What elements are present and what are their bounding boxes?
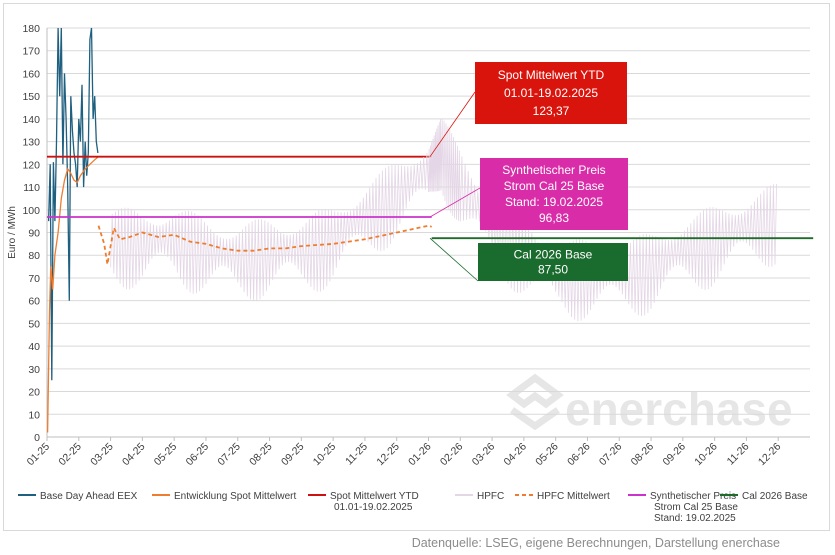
series-line-4 [97,224,432,265]
x-tick-label: 03-25 [88,441,116,469]
x-tick-label: 11-25 [343,441,370,468]
x-tick-label: 09-26 [660,441,688,469]
y-tick-label: 80 [28,250,40,262]
y-tick-label: 170 [22,46,40,58]
callout-box-spot [475,62,627,124]
callout-text: 87,50 [538,263,568,277]
y-tick-label: 50 [28,318,40,330]
x-tick-label: 10-25 [311,441,339,469]
y-tick-label: 40 [28,341,40,353]
callout-leader [429,237,479,282]
y-tick-label: 160 [22,68,40,80]
legend-label: HPFC [477,491,504,502]
watermark-text: enerchase [565,383,793,435]
y-tick-label: 140 [22,114,40,126]
x-tick-label: 09-25 [279,441,307,469]
callout-text: Synthetischer Preis [502,163,605,177]
y-tick-label: 90 [28,228,40,240]
y-tick-label: 10 [28,409,40,421]
legend-label: Cal 2026 Base [742,491,808,502]
series-line-1 [46,156,99,433]
y-tick-label: 150 [22,91,40,103]
x-tick-label: 02-26 [438,441,466,469]
x-tick-label: 12-25 [374,441,402,469]
callout-text: 123,37 [533,104,570,118]
callout-box-cal [478,243,628,281]
callout-text: Cal 2026 Base [514,248,593,262]
price-chart: enerchase 0 10 20 30 40 50 60 70 80 90 100 110 120 130… [7,23,814,524]
series-line-3 [110,118,777,322]
y-tick-label: 30 [28,364,40,376]
x-tick-label: 07-26 [597,441,625,469]
x-tick-label: 04-26 [502,441,530,469]
x-tick-label: 01-26 [406,441,434,469]
x-tick-label: 03-26 [470,441,498,469]
y-tick-label: 180 [22,23,40,35]
legend-label: Strom Cal 25 Base [654,502,738,513]
callout-leader [429,91,476,157]
x-tick-label: 06-26 [565,441,593,469]
callout-text: 01.01-19.02.2025 [504,86,598,100]
y-tick-label: 100 [22,205,40,217]
x-tick-label: 06-25 [184,441,212,469]
chart-frame [3,3,830,531]
y-tick-label: 20 [28,387,40,399]
legend-label: Synthetischer Preis [650,491,736,502]
legend-label: Stand: 19.02.2025 [654,513,736,524]
y-tick-label: 130 [22,137,40,149]
legend-label: 01.01-19.02.2025 [334,502,413,513]
callout-text: Strom Cal 25 Base [504,179,605,193]
source-note: Datenquelle: LSEG, eigene Berechnungen, … [411,536,780,550]
x-tick-label: 08-26 [629,441,657,469]
watermark-logo [506,373,564,431]
y-tick-label: 60 [28,296,40,308]
x-tick-label: 10-26 [692,441,720,469]
callout-text: Stand: 19.02.2025 [505,195,603,209]
legend-label: Base Day Ahead EEX [40,491,138,502]
y-tick-label: 70 [28,273,40,285]
x-tick-label: 05-26 [533,441,561,469]
legend-label: HPFC Mittelwert [537,491,610,502]
x-tick-label: 07-25 [215,441,243,469]
callout-leader [429,187,481,218]
legend-label: Entwicklung Spot Mittelwert [174,491,296,502]
x-tick-label: 04-25 [120,441,148,469]
x-tick-label: 12-26 [756,441,784,469]
y-tick-label: 120 [22,159,40,171]
callout-box-synth [480,158,628,230]
callout-text: 96,83 [539,211,569,225]
y-tick-label: 110 [23,182,40,194]
x-tick-label: 11-26 [725,441,752,468]
series-line-0 [47,27,99,381]
x-tick-label: 01-25 [25,441,53,469]
callout-text: Spot Mittelwert YTD [498,68,605,82]
x-tick-label: 05-25 [152,441,180,469]
y-axis-title: Euro / MWh [7,206,18,259]
legend-label: Spot Mittelwert YTD [330,491,419,502]
x-tick-label: 08-25 [247,441,275,469]
y-tick-label: 0 [34,432,40,444]
x-tick-label: 02-25 [56,441,84,469]
